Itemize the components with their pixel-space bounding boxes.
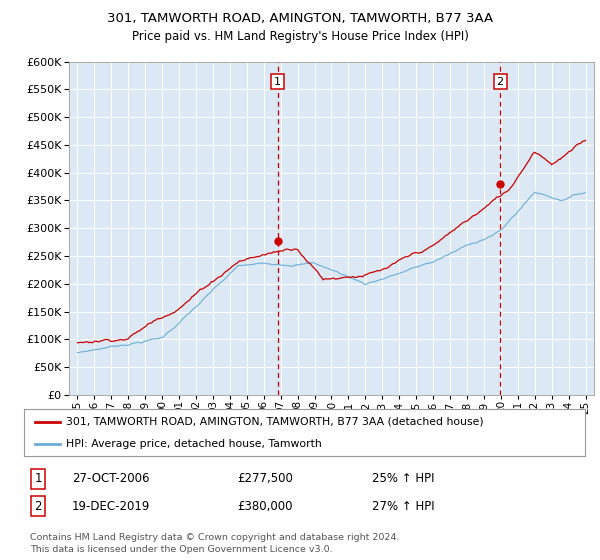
Text: £277,500: £277,500 (237, 472, 293, 486)
Text: HPI: Average price, detached house, Tamworth: HPI: Average price, detached house, Tamw… (66, 438, 322, 449)
Text: 1: 1 (274, 77, 281, 87)
Text: 2: 2 (497, 77, 504, 87)
Text: 2: 2 (34, 500, 42, 513)
Text: 301, TAMWORTH ROAD, AMINGTON, TAMWORTH, B77 3AA: 301, TAMWORTH ROAD, AMINGTON, TAMWORTH, … (107, 12, 493, 25)
Text: £380,000: £380,000 (237, 500, 293, 513)
Text: 1: 1 (34, 472, 42, 486)
Text: 27% ↑ HPI: 27% ↑ HPI (372, 500, 434, 513)
Text: 25% ↑ HPI: 25% ↑ HPI (372, 472, 434, 486)
Text: Contains HM Land Registry data © Crown copyright and database right 2024.
This d: Contains HM Land Registry data © Crown c… (29, 533, 399, 554)
Text: Price paid vs. HM Land Registry's House Price Index (HPI): Price paid vs. HM Land Registry's House … (131, 30, 469, 43)
Text: 19-DEC-2019: 19-DEC-2019 (71, 500, 150, 513)
Text: 27-OCT-2006: 27-OCT-2006 (71, 472, 149, 486)
Text: 301, TAMWORTH ROAD, AMINGTON, TAMWORTH, B77 3AA (detached house): 301, TAMWORTH ROAD, AMINGTON, TAMWORTH, … (66, 417, 484, 427)
